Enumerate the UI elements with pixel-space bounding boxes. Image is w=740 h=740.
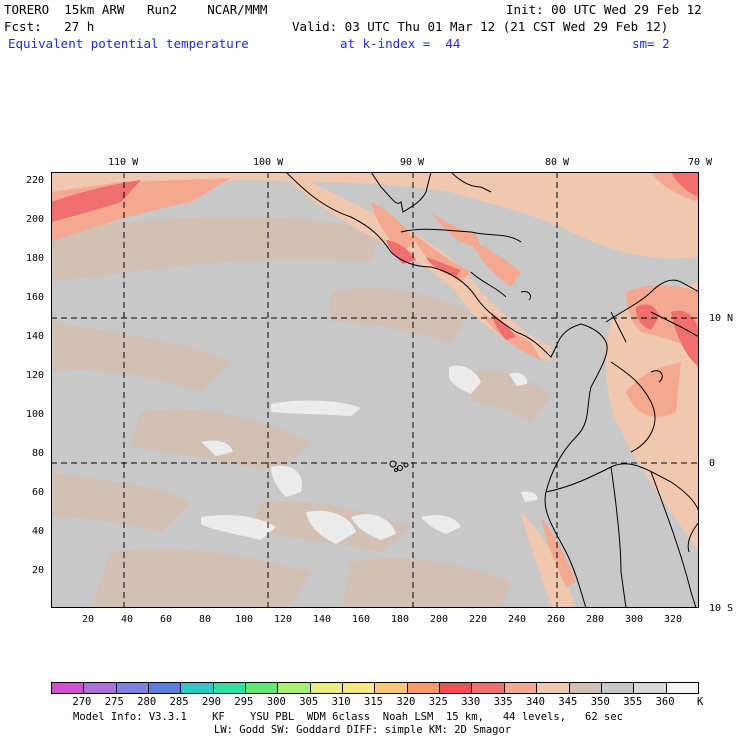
y-tick-label: 20 (32, 566, 44, 576)
x-tick-label: 120 (274, 615, 292, 625)
color-swatch (667, 683, 698, 693)
level-label: at k-index = 44 (340, 37, 460, 51)
x-tick-label: 180 (391, 615, 409, 625)
color-scale-label: 350 (591, 696, 610, 708)
theta-e-field-map (51, 172, 699, 608)
run-title: TORERO 15km ARW Run2 NCAR/MMM (4, 3, 267, 17)
color-swatch (408, 683, 440, 693)
color-swatch (602, 683, 634, 693)
color-swatch (375, 683, 407, 693)
x-tick-label: 200 (430, 615, 448, 625)
y-tick-label: 120 (26, 371, 44, 381)
x-tick-label: 300 (625, 615, 643, 625)
color-swatch (634, 683, 666, 693)
y-tick-label: 80 (32, 449, 44, 459)
model-info: Model Info: V3.3.1 KF YSU PBL WDM 6class… (73, 712, 623, 723)
color-scale-label: 355 (623, 696, 642, 708)
color-swatch (343, 683, 375, 693)
y-tick-label: 200 (26, 215, 44, 225)
color-swatch (278, 683, 310, 693)
color-swatch (570, 683, 602, 693)
forecast-hour: Fcst: 27 h (4, 20, 94, 34)
color-scale-label: 290 (202, 696, 221, 708)
color-scale-label: 345 (558, 696, 577, 708)
color-swatch (181, 683, 213, 693)
y-tick-label: 180 (26, 254, 44, 264)
y-tick-label: 100 (26, 410, 44, 420)
color-scale-label: 360 (656, 696, 675, 708)
color-scale-label: 315 (364, 696, 383, 708)
color-scale-label: 330 (461, 696, 480, 708)
color-swatch (246, 683, 278, 693)
x-tick-label: 220 (469, 615, 487, 625)
color-swatch (84, 683, 116, 693)
lon-label-110w: 110 W (108, 158, 138, 168)
x-tick-label: 20 (82, 615, 94, 625)
color-scale-label: 285 (170, 696, 189, 708)
lon-label-70w: 70 W (688, 158, 712, 168)
lon-label-80w: 80 W (545, 158, 569, 168)
color-swatch (440, 683, 472, 693)
x-tick-label: 240 (508, 615, 526, 625)
x-tick-label: 100 (235, 615, 253, 625)
color-scale-label: 310 (332, 696, 351, 708)
lat-label-10n: 10 N (709, 314, 733, 324)
color-scale-label: 300 (267, 696, 286, 708)
color-scale-label: 270 (72, 696, 91, 708)
x-tick-label: 280 (586, 615, 604, 625)
color-swatch (537, 683, 569, 693)
color-scale-unit: K (697, 696, 703, 708)
x-tick-label: 80 (199, 615, 211, 625)
color-swatch (117, 683, 149, 693)
color-swatch (214, 683, 246, 693)
lat-label-0: 0 (709, 459, 715, 469)
map-panel (51, 172, 699, 608)
color-swatch (472, 683, 504, 693)
x-tick-label: 260 (547, 615, 565, 625)
y-tick-label: 60 (32, 488, 44, 498)
lat-label-10s: 10 S (709, 604, 733, 614)
x-tick-label: 320 (664, 615, 682, 625)
y-tick-label: 220 (26, 176, 44, 186)
smoothing-label: sm= 2 (632, 37, 670, 51)
valid-time: Valid: 03 UTC Thu 01 Mar 12 (21 CST Wed … (292, 20, 668, 34)
color-swatch (149, 683, 181, 693)
color-scale-label: 340 (526, 696, 545, 708)
field-name: Equivalent potential temperature (8, 37, 249, 51)
color-swatch (311, 683, 343, 693)
color-scale-label: 335 (494, 696, 513, 708)
color-swatch (505, 683, 537, 693)
color-scale-label: 305 (299, 696, 318, 708)
color-scale-label: 280 (137, 696, 156, 708)
lon-label-90w: 90 W (400, 158, 424, 168)
color-scale-label: 325 (429, 696, 448, 708)
x-tick-label: 140 (313, 615, 331, 625)
y-tick-label: 40 (32, 527, 44, 537)
color-scale-bar (51, 682, 699, 694)
x-tick-label: 160 (352, 615, 370, 625)
color-scale-label: 320 (396, 696, 415, 708)
x-tick-label: 40 (121, 615, 133, 625)
color-scale-label: 295 (234, 696, 253, 708)
color-scale-label: 275 (105, 696, 124, 708)
x-tick-label: 60 (160, 615, 172, 625)
color-swatch (52, 683, 84, 693)
lon-label-100w: 100 W (253, 158, 283, 168)
init-time: Init: 00 UTC Wed 29 Feb 12 (506, 3, 702, 17)
physics-info: LW: Godd SW: Goddard DIFF: simple KM: 2D… (214, 725, 511, 736)
y-tick-label: 160 (26, 293, 44, 303)
y-tick-label: 140 (26, 332, 44, 342)
